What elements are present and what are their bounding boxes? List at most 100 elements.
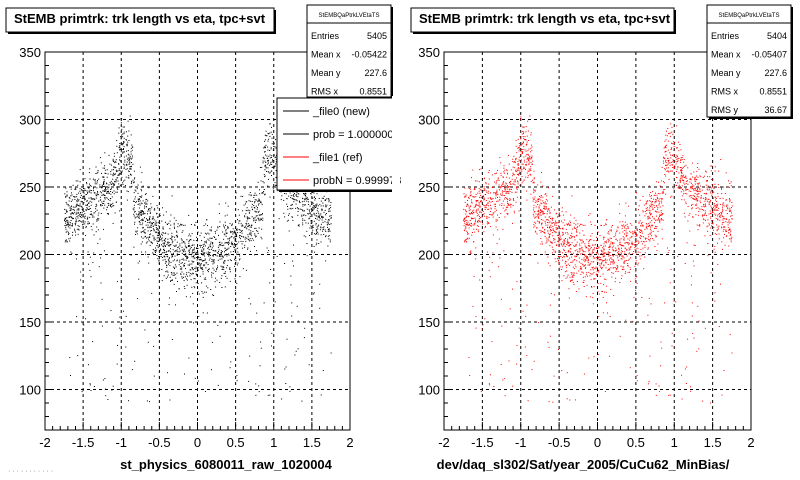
scatter-point (592, 244, 593, 246)
scatter-point (579, 225, 581, 227)
scatter-point (610, 261, 612, 263)
scatter-point (242, 241, 244, 242)
chart-panel-1: -2 -1.5 -1 -0.5 0 0.5 1 1.5 2100150200250300350s… (5, 4, 401, 475)
scatter-point (200, 264, 202, 266)
scatter-point (543, 207, 545, 209)
scatter-point (64, 225, 66, 227)
scatter-point (727, 226, 729, 228)
scatter-point (518, 145, 520, 147)
scatter-point (289, 192, 291, 194)
scatter-point (200, 253, 202, 255)
scatter-point (100, 162, 102, 164)
scatter-point (108, 184, 110, 186)
scatter-point (546, 219, 548, 221)
scatter-point (634, 232, 636, 234)
scatter-point (558, 263, 560, 265)
scatter-point (627, 263, 629, 265)
scatter-point (192, 273, 194, 275)
scatter-point (66, 211, 68, 213)
scatter-point (247, 248, 249, 250)
scatter-point (80, 200, 82, 202)
scatter-point (724, 234, 725, 235)
scatter-point (208, 246, 209, 248)
scatter-point (644, 215, 646, 217)
scatter-point (730, 221, 732, 223)
scatter-point (537, 198, 539, 200)
scatter-point (506, 213, 508, 214)
scatter-point (729, 201, 731, 203)
scatter-point (507, 154, 509, 156)
scatter-point (548, 346, 550, 348)
scatter-point (322, 229, 324, 230)
scatter-point (605, 291, 607, 293)
scatter-point (698, 211, 700, 212)
scatter-point (680, 187, 682, 189)
scatter-point (592, 292, 594, 294)
scatter-point (256, 250, 258, 252)
scatter-point (83, 202, 85, 204)
scatter-point (618, 253, 620, 255)
scatter-point (321, 215, 323, 217)
scatter-point (683, 161, 685, 163)
scatter-point (521, 133, 523, 135)
scatter-point (601, 259, 603, 261)
scatter-point (675, 163, 677, 165)
scatter-point (188, 260, 190, 262)
scatter-point (274, 301, 276, 303)
scatter-point (569, 237, 571, 238)
scatter-point (234, 232, 235, 234)
scatter-point (90, 192, 92, 194)
scatter-point (497, 200, 499, 202)
scatter-point (297, 211, 299, 212)
scatter-point (157, 230, 159, 232)
scatter-point (116, 281, 118, 283)
scatter-point (181, 267, 183, 269)
scatter-point (618, 247, 620, 249)
scatter-point (85, 235, 87, 236)
scatter-point (76, 216, 78, 217)
scatter-point (465, 194, 467, 196)
scatter-point (328, 201, 330, 203)
scatter-point (310, 193, 312, 195)
scatter-point (487, 202, 489, 204)
scatter-point (174, 250, 176, 252)
scatter-point (161, 220, 163, 222)
scatter-point (511, 188, 512, 190)
scatter-point (472, 213, 474, 215)
scatter-point (659, 185, 661, 187)
scatter-point (141, 241, 143, 243)
scatter-point (654, 246, 656, 247)
scatter-point (203, 278, 205, 280)
scatter-point (95, 173, 97, 174)
scatter-point (157, 242, 158, 244)
scatter-point (133, 181, 135, 183)
scatter-point (226, 232, 228, 234)
scatter-point (199, 257, 201, 258)
scatter-point (482, 211, 484, 212)
scatter-point (473, 189, 475, 190)
scatter-point (607, 251, 609, 253)
scatter-point (629, 248, 631, 250)
scatter-point (577, 251, 579, 253)
scatter-point (722, 209, 724, 211)
scatter-point (672, 159, 674, 161)
scatter-point (321, 216, 323, 218)
scatter-point (621, 247, 622, 249)
scatter-point (252, 231, 254, 232)
scatter-point (325, 213, 327, 214)
scatter-point (627, 228, 629, 229)
scatter-point (465, 227, 467, 229)
scatter-point (697, 207, 699, 209)
scatter-point (231, 224, 233, 226)
scatter-point (696, 190, 698, 192)
scatter-point (528, 148, 530, 150)
scatter-point (97, 171, 99, 173)
scatter-point (518, 327, 520, 329)
scatter-point (508, 177, 510, 179)
scatter-point (524, 139, 525, 141)
scatter-point (297, 225, 299, 226)
scatter-point (159, 239, 160, 241)
scatter-point (240, 223, 242, 225)
scatter-point (649, 240, 651, 242)
scatter-point (111, 169, 113, 171)
